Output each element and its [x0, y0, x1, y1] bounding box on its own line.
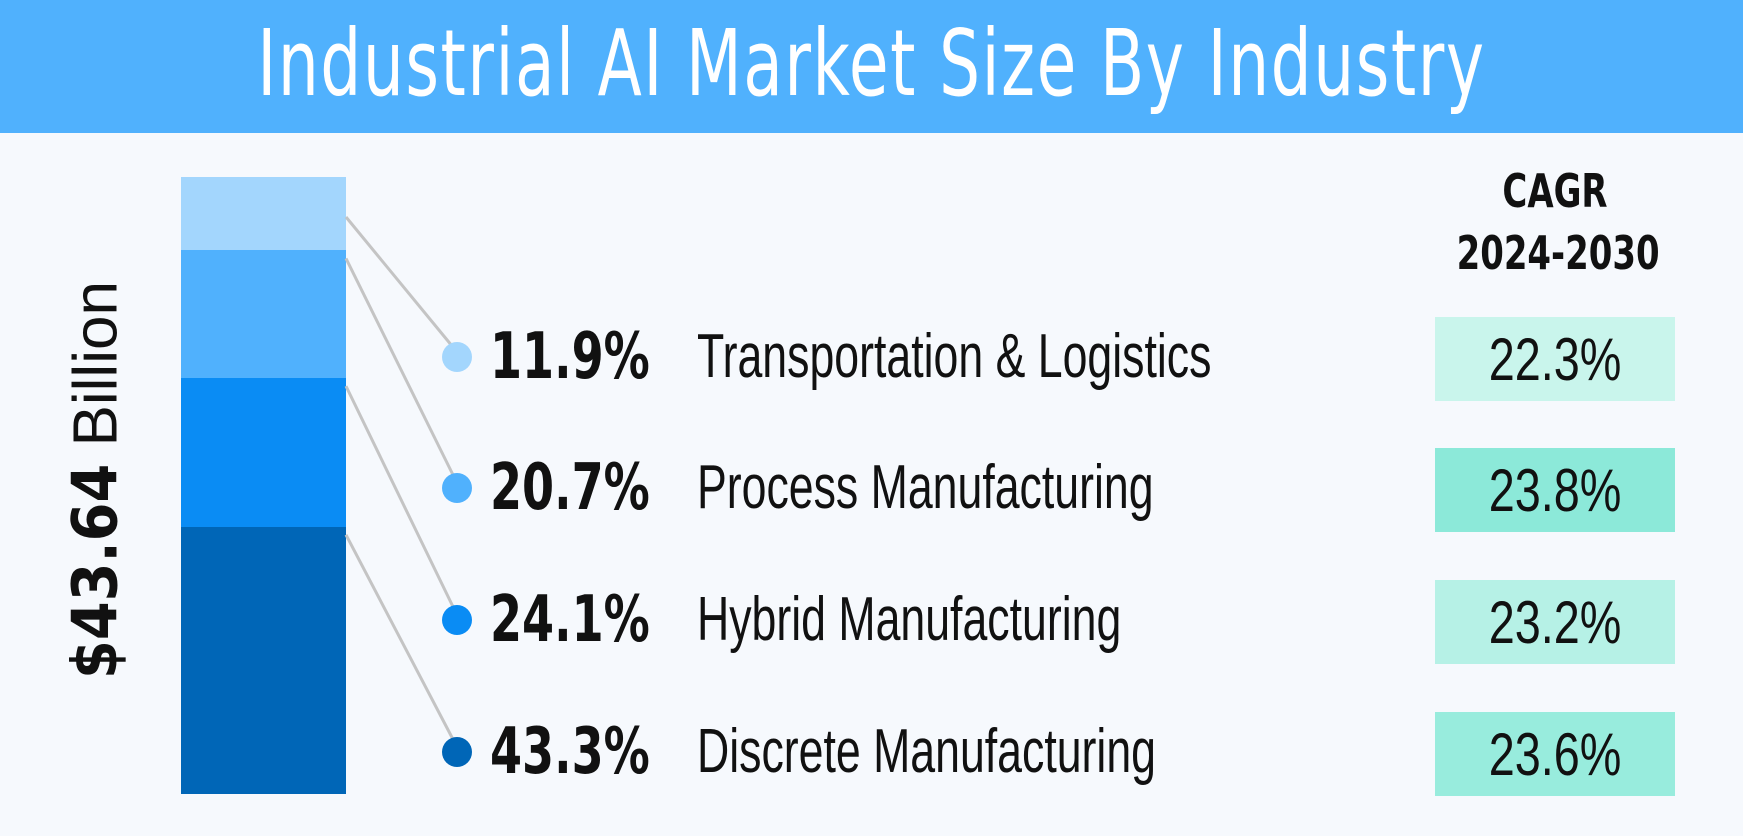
cagr-header-line-1: CAGR	[1502, 164, 1608, 218]
share-label: 24.1%	[490, 583, 650, 657]
bar-segment	[181, 250, 346, 379]
bar-segment	[181, 526, 346, 794]
legend-dot	[442, 605, 472, 635]
legend-row: 11.9% Transportation & Logistics 22.3%	[0, 312, 1743, 402]
cagr-value: 23.6%	[1488, 720, 1622, 788]
cagr-value: 23.8%	[1488, 456, 1622, 524]
share-label: 20.7%	[490, 451, 650, 525]
bar-segment	[181, 177, 346, 251]
cagr-value: 23.2%	[1488, 588, 1622, 656]
category-label: Hybrid Manufacturing	[697, 585, 1122, 654]
cagr-header-line-2: 2024-2030	[1456, 226, 1660, 280]
share-label: 43.3%	[490, 715, 650, 789]
legend-row: 20.7% Process Manufacturing 23.8%	[0, 443, 1743, 533]
category-label: Transportation & Logistics	[697, 322, 1212, 391]
cagr-header: CAGR 2024-2030	[1435, 160, 1675, 284]
legend-dot	[442, 473, 472, 503]
chart-title: Industrial AI Market Size By Industry	[257, 10, 1486, 117]
title-banner: Industrial AI Market Size By Industry	[0, 0, 1743, 133]
cagr-box: 22.3%	[1435, 317, 1675, 401]
connector-line	[344, 385, 459, 616]
category-label: Discrete Manufacturing	[697, 717, 1156, 786]
connector-line	[344, 257, 459, 484]
cagr-box: 23.6%	[1435, 712, 1675, 796]
legend-dot	[442, 737, 472, 767]
share-label: 11.9%	[490, 320, 650, 394]
connector-line	[344, 534, 459, 748]
legend-dot	[442, 342, 472, 372]
legend-row: 43.3% Discrete Manufacturing 23.6%	[0, 707, 1743, 797]
cagr-box: 23.2%	[1435, 580, 1675, 664]
bar-segment	[181, 378, 346, 527]
category-label: Process Manufacturing	[697, 453, 1154, 522]
cagr-box: 23.8%	[1435, 448, 1675, 532]
connector-line	[344, 216, 459, 353]
cagr-value: 22.3%	[1488, 325, 1622, 393]
stacked-bar	[181, 177, 346, 794]
legend-row: 24.1% Hybrid Manufacturing 23.2%	[0, 575, 1743, 665]
